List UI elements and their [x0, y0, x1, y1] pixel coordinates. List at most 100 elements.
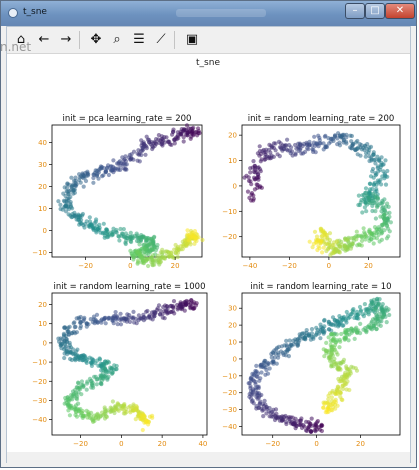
data-point [363, 328, 368, 333]
data-point [254, 363, 259, 368]
data-point [138, 253, 143, 258]
x-tick-label: 0 [128, 262, 132, 270]
data-point [56, 199, 61, 204]
data-point [367, 148, 372, 153]
status-bar [7, 452, 410, 464]
figure-canvas-area: ⌂ ← → ✥ ⌕ ☰ ⟋ ▣ t_sne init = pca learnin… [6, 26, 411, 464]
data-point [350, 308, 355, 313]
data-point [349, 236, 354, 241]
data-point [354, 140, 359, 145]
data-point [253, 368, 258, 374]
data-point [324, 143, 329, 149]
data-point [341, 137, 346, 142]
data-point [302, 331, 307, 336]
data-point [101, 173, 106, 178]
data-point [354, 237, 359, 242]
pan-icon[interactable]: ✥ [90, 32, 102, 47]
data-point [368, 195, 373, 201]
edit-axis-icon[interactable]: ⟋ [156, 32, 166, 47]
data-point [320, 233, 325, 238]
x-tick-label: 0 [119, 440, 123, 448]
data-point [385, 216, 390, 221]
data-point [329, 395, 334, 400]
data-point [364, 209, 369, 214]
data-point [76, 380, 81, 385]
data-point [95, 358, 100, 363]
data-point [183, 299, 188, 304]
data-point [363, 186, 369, 191]
data-point [76, 315, 81, 320]
data-point [358, 308, 363, 313]
y-tick-label: 10 [228, 157, 237, 165]
data-point [310, 147, 315, 152]
data-point [86, 410, 91, 415]
data-point [190, 126, 195, 131]
data-point [121, 227, 126, 232]
data-point [62, 325, 67, 330]
data-point [81, 353, 86, 358]
minimize-button[interactable]: – [345, 3, 365, 19]
data-point [358, 200, 363, 205]
data-point [136, 258, 141, 263]
data-point [273, 413, 278, 418]
data-point [103, 321, 108, 326]
data-point [104, 361, 109, 366]
data-point [118, 163, 123, 168]
data-point [350, 141, 355, 147]
data-point [57, 339, 62, 344]
data-point [374, 236, 379, 241]
back-icon[interactable]: ← [38, 32, 50, 47]
save-icon[interactable]: ▣ [185, 32, 199, 47]
data-point [339, 331, 344, 337]
data-point [338, 361, 343, 366]
data-point [171, 129, 176, 134]
data-point [87, 215, 92, 220]
data-point [335, 403, 340, 408]
data-point [98, 318, 104, 323]
data-point [135, 249, 140, 255]
close-button[interactable]: ✕ [385, 3, 415, 19]
data-point [312, 134, 317, 139]
data-point [140, 427, 145, 433]
data-point [249, 192, 254, 197]
y-tick-label: 0 [43, 339, 47, 347]
data-point [298, 147, 303, 152]
data-point [122, 402, 127, 407]
home-icon[interactable]: ⌂ [16, 32, 26, 47]
data-point [336, 319, 341, 324]
maximize-button[interactable]: □ [365, 3, 385, 19]
data-point [248, 389, 254, 394]
data-point [270, 409, 275, 414]
data-point [388, 220, 393, 225]
configure-subplots-icon[interactable]: ☰ [133, 32, 145, 47]
data-point [383, 158, 388, 163]
data-point [318, 239, 323, 244]
data-point [322, 318, 327, 323]
title-bar[interactable]: t_sne – □ ✕ [1, 1, 416, 26]
forward-icon[interactable]: → [60, 32, 72, 47]
data-point [322, 401, 327, 406]
data-point [172, 141, 177, 146]
data-point [342, 336, 347, 341]
data-point [332, 356, 337, 361]
zoom-icon[interactable]: ⌕ [113, 32, 121, 47]
data-point [115, 401, 120, 406]
data-point [256, 391, 262, 396]
data-point [343, 237, 348, 243]
data-point [118, 322, 124, 327]
data-point [276, 350, 281, 355]
data-point [312, 423, 317, 428]
data-point [337, 345, 342, 350]
data-point [264, 154, 270, 159]
x-tick-label: −40 [243, 262, 258, 270]
data-point [356, 312, 361, 317]
data-point [140, 148, 145, 153]
x-tick-label: −20 [78, 262, 93, 270]
data-point [383, 182, 389, 187]
x-tick-label: 0 [314, 440, 318, 448]
data-point [197, 131, 202, 136]
data-point [166, 139, 171, 144]
x-tick-label: 20 [356, 440, 365, 448]
data-point [323, 232, 329, 237]
data-point [61, 347, 67, 352]
